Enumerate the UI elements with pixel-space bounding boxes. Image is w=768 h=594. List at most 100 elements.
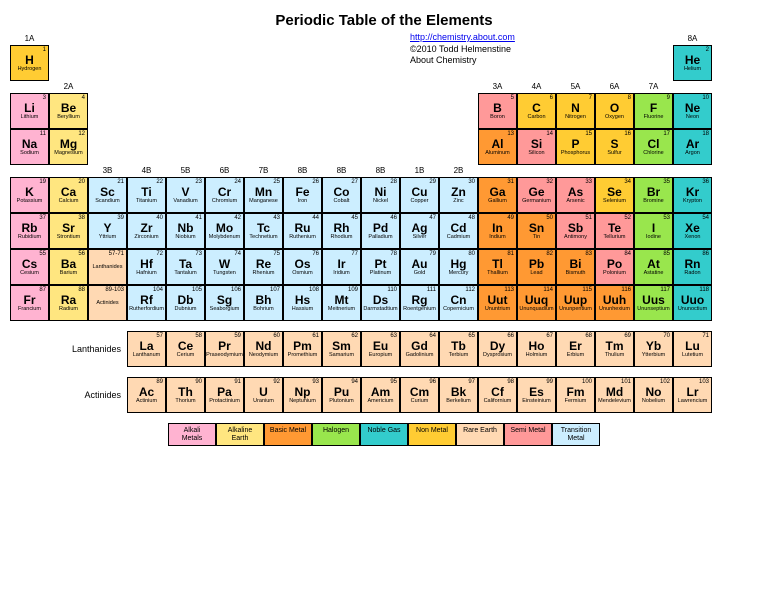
element-name: Beryllium bbox=[57, 115, 80, 121]
element-cell: 32GeGermanium bbox=[517, 177, 556, 213]
atomic-number: 75 bbox=[273, 251, 280, 257]
element-symbol: Cm bbox=[410, 386, 429, 398]
atomic-number: 22 bbox=[156, 179, 163, 185]
element-cell: 39YYttrium bbox=[88, 213, 127, 249]
element-symbol: Sb bbox=[568, 222, 583, 234]
group-label: 8A bbox=[673, 33, 712, 45]
atomic-number: 64 bbox=[429, 333, 436, 339]
element-symbol: Cr bbox=[218, 186, 231, 198]
element-cell: 107BhBohrium bbox=[244, 285, 283, 321]
element-cell: 96CmCurium bbox=[400, 377, 439, 413]
element-name: Rutherfordium bbox=[129, 307, 164, 313]
element-cell: 5BBoron bbox=[478, 93, 517, 129]
element-name: Berkelium bbox=[446, 399, 470, 405]
element-cell: 72HfHafnium bbox=[127, 249, 166, 285]
element-cell: 77IrIridium bbox=[322, 249, 361, 285]
element-symbol: Tm bbox=[606, 340, 624, 352]
group-label: 5B bbox=[166, 165, 205, 177]
element-cell: 62SmSamarium bbox=[322, 331, 361, 367]
element-name: Osmium bbox=[292, 271, 312, 277]
element-symbol: B bbox=[493, 102, 502, 114]
legend-item: Alkali Metals bbox=[168, 423, 216, 446]
atomic-number: 97 bbox=[468, 379, 475, 385]
element-name: Arsenic bbox=[566, 199, 584, 205]
element-cell: 29CuCopper bbox=[400, 177, 439, 213]
element-cell: 34SeSelenium bbox=[595, 177, 634, 213]
atomic-number: 32 bbox=[546, 179, 553, 185]
element-symbol: Si bbox=[531, 138, 542, 150]
atomic-number: 8 bbox=[628, 95, 631, 101]
element-name: Iodine bbox=[646, 235, 661, 241]
element-cell: 57-71Lanthanides bbox=[88, 249, 127, 285]
element-symbol: Ca bbox=[61, 186, 76, 198]
element-symbol: Tc bbox=[257, 222, 270, 234]
atomic-number: 39 bbox=[117, 215, 124, 221]
element-name: Titanium bbox=[136, 199, 157, 205]
atomic-number: 104 bbox=[153, 287, 163, 293]
element-name: Samarium bbox=[329, 353, 354, 359]
element-name: Ununpentium bbox=[559, 307, 592, 313]
element-name: Cesium bbox=[20, 271, 39, 277]
element-name: Neon bbox=[686, 115, 699, 121]
atomic-number: 7 bbox=[589, 95, 592, 101]
element-cell: 35BrBromine bbox=[634, 177, 673, 213]
element-symbol: Os bbox=[294, 258, 310, 270]
element-cell: 36KrKrypton bbox=[673, 177, 712, 213]
element-cell: 88RaRadium bbox=[49, 285, 88, 321]
element-name: Protactinium bbox=[209, 399, 240, 405]
element-cell: 45RhRhodium bbox=[322, 213, 361, 249]
group-label: 2B bbox=[439, 165, 478, 177]
element-cell: 3LiLithium bbox=[10, 93, 49, 129]
element-cell: 38SrStrontium bbox=[49, 213, 88, 249]
atomic-number: 84 bbox=[624, 251, 631, 257]
element-symbol: Na bbox=[22, 138, 37, 150]
element-symbol: Pd bbox=[373, 222, 388, 234]
element-name: Zinc bbox=[453, 199, 463, 205]
element-name: Americium bbox=[368, 399, 394, 405]
element-cell: 50SnTin bbox=[517, 213, 556, 249]
element-cell: 113UutUnuntrium bbox=[478, 285, 517, 321]
element-cell: 76OsOsmium bbox=[283, 249, 322, 285]
element-name: Aluminum bbox=[485, 151, 509, 157]
element-name: Ununoctium bbox=[678, 307, 707, 313]
element-cell: 43TcTechnetium bbox=[244, 213, 283, 249]
element-cell: 109MtMeitnerium bbox=[322, 285, 361, 321]
element-name: Neptunium bbox=[289, 399, 316, 405]
element-symbol: Ga bbox=[489, 186, 505, 198]
atomic-number: 90 bbox=[195, 379, 202, 385]
element-symbol: Pa bbox=[217, 386, 232, 398]
element-name: Germanium bbox=[522, 199, 551, 205]
element-name: Hassium bbox=[292, 307, 313, 313]
element-cell: 82PbLead bbox=[517, 249, 556, 285]
element-name: Europium bbox=[369, 353, 393, 359]
atomic-number: 26 bbox=[312, 179, 319, 185]
element-cell: 42MoMolybdenum bbox=[205, 213, 244, 249]
element-name: Radon bbox=[684, 271, 700, 277]
element-cell: 97BkBerkelium bbox=[439, 377, 478, 413]
element-symbol: Pu bbox=[334, 386, 349, 398]
element-name: Lutetium bbox=[682, 353, 703, 359]
atomic-number: 63 bbox=[390, 333, 397, 339]
element-name: Molybdenum bbox=[209, 235, 241, 241]
element-name: Phosphorus bbox=[561, 151, 590, 157]
atomic-number: 29 bbox=[429, 179, 436, 185]
group-label: 8B bbox=[322, 165, 361, 177]
atomic-number: 98 bbox=[507, 379, 514, 385]
atomic-number: 55 bbox=[39, 251, 46, 257]
element-symbol: Tl bbox=[492, 258, 503, 270]
legend: Alkali MetalsAlkaline EarthBasic MetalHa… bbox=[10, 423, 758, 446]
element-name: Holmium bbox=[526, 353, 548, 359]
element-cell: 48CdCadmium bbox=[439, 213, 478, 249]
element-symbol: Fr bbox=[24, 294, 36, 306]
element-cell: 68ErErbium bbox=[556, 331, 595, 367]
element-name: Lithium bbox=[21, 115, 39, 121]
atomic-number: 16 bbox=[624, 131, 631, 137]
element-cell: 73TaTantalum bbox=[166, 249, 205, 285]
element-cell: 44RuRuthenium bbox=[283, 213, 322, 249]
element-symbol: Lr bbox=[687, 386, 699, 398]
legend-item: Noble Gas bbox=[360, 423, 408, 446]
atomic-number: 106 bbox=[231, 287, 241, 293]
element-symbol: Np bbox=[295, 386, 311, 398]
atomic-number: 89-103 bbox=[105, 287, 124, 293]
element-cell: 92UUranium bbox=[244, 377, 283, 413]
